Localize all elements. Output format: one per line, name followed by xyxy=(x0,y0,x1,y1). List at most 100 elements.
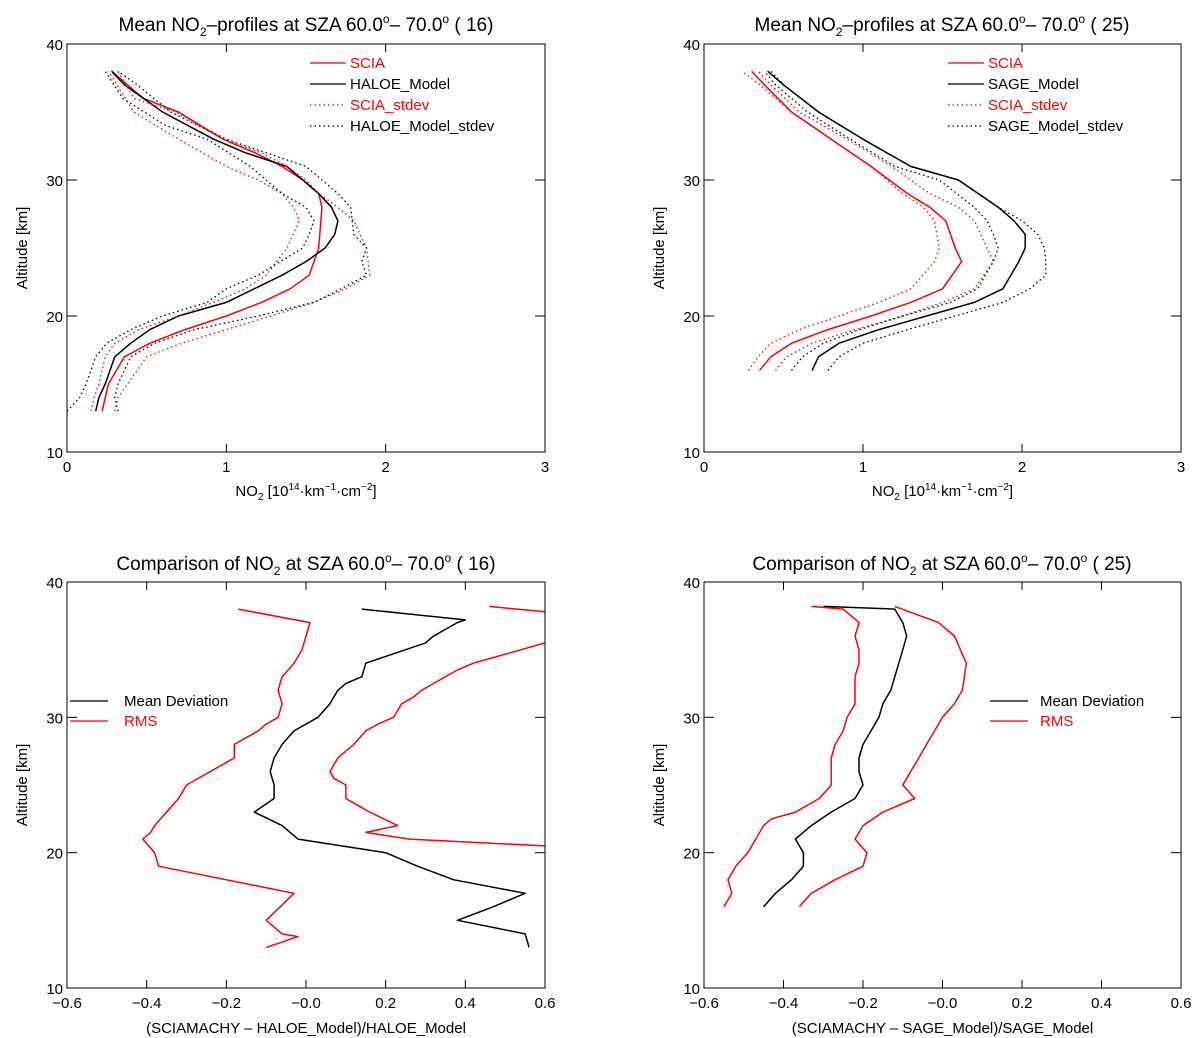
title-text: –profiles at SZA 60.0 xyxy=(207,15,383,36)
y-tick-label: 40 xyxy=(683,37,700,54)
series-line-haloe-model xyxy=(94,70,339,412)
x-tick-label: 1 xyxy=(859,459,867,476)
y-tick-label: 30 xyxy=(683,173,700,190)
series-group xyxy=(67,70,371,412)
x-label-text: NO xyxy=(235,483,258,500)
title-degree: o xyxy=(442,12,449,26)
title-text: – 70.0 xyxy=(390,15,443,36)
title-text: ( 25) xyxy=(1085,15,1129,36)
title-subscript: 2 xyxy=(200,25,207,39)
series-line-sage-model xyxy=(767,70,1026,371)
title-subscript: 2 xyxy=(274,564,281,578)
y-tick-label: 30 xyxy=(683,710,700,727)
legend-label: SCIA_stdev xyxy=(350,97,430,114)
legend-label: SCIA xyxy=(350,55,385,72)
legend-label: HALOE_Model_stdev xyxy=(350,118,495,135)
legend-label: SAGE_Model_stdev xyxy=(988,118,1124,135)
chart-title: Comparison of NO2 at SZA 60.0o– 70.0o ( … xyxy=(116,551,495,578)
x-tick-label: 1 xyxy=(222,459,230,476)
series-line-rms xyxy=(141,608,311,949)
x-label-text: [10 xyxy=(900,483,925,500)
chart-title: Mean NO2–profiles at SZA 60.0o– 70.0o ( … xyxy=(755,12,1130,39)
series-line-mean deviation xyxy=(763,605,908,908)
title-text: ( 25) xyxy=(1087,554,1131,575)
x-axis-label: (SCIAMACHY – SAGE_Model)/SAGE_Model xyxy=(792,1020,1094,1037)
series-group xyxy=(141,605,545,949)
series-line-scia-stdev xyxy=(90,70,301,412)
x-axis-label: NO2 [1014·km−1·cm−2] xyxy=(235,482,376,503)
plot-frame xyxy=(703,581,1182,989)
legend-label: Mean Deviation xyxy=(1040,693,1144,710)
x-label-text: ] xyxy=(372,483,376,500)
y-tick-label: 10 xyxy=(46,445,63,462)
chart-panel-3: −0.6 −0.4 −0.2 −0.0 0.2 0.4 0.6 10 20 30 40 Compari… xyxy=(14,551,555,1037)
series-line-rms xyxy=(489,605,545,613)
x-tick-label: −0.6 xyxy=(689,995,719,1012)
x-axis-label: (SCIAMACHY – HALOE_Model)/HALOE_Model xyxy=(146,1020,466,1037)
series-line-sage-model-stdev xyxy=(763,70,999,371)
legend-label: SCIA xyxy=(988,55,1023,72)
title-text: Mean NO xyxy=(119,15,200,36)
x-tick-label: −0.2 xyxy=(212,995,242,1012)
x-label-text: NO xyxy=(872,483,895,500)
x-tick-label: −0.6 xyxy=(52,995,82,1012)
x-label-superscript: −2 xyxy=(361,482,373,493)
chart-panel-4: −0.6 −0.4 −0.2 −0.0 0.2 0.4 0.6 10 20 30 40 Compari… xyxy=(651,551,1191,1037)
x-label-text: [10 xyxy=(263,483,288,500)
title-subscript: 2 xyxy=(836,25,843,39)
title-degree: o xyxy=(383,12,390,26)
y-tick-label: 20 xyxy=(46,309,63,326)
title-degree: o xyxy=(1019,12,1026,26)
legend-label: RMS xyxy=(1040,713,1073,730)
y-axis-label: Altitude [km] xyxy=(14,744,31,827)
legend-label: RMS xyxy=(124,713,157,730)
x-axis-label: NO2 [1014·km−1·cm−2] xyxy=(872,482,1013,503)
title-text: Mean NO xyxy=(755,15,836,36)
plot-frame xyxy=(66,43,546,453)
legend-label: HALOE_Model xyxy=(350,76,450,93)
y-axis-label: Altitude [km] xyxy=(651,207,668,290)
title-text: –profiles at SZA 60.0 xyxy=(843,15,1019,36)
series-line-sage-model-stdev xyxy=(770,70,1047,371)
series-line-rms xyxy=(798,605,968,908)
title-text: – 70.0 xyxy=(392,554,445,575)
y-tick-label: 20 xyxy=(683,309,700,326)
x-tick-label: 0.4 xyxy=(1091,995,1112,1012)
legend-label: SCIA_stdev xyxy=(988,97,1068,114)
title-text: ( 16) xyxy=(449,15,493,36)
x-tick-label: 0.6 xyxy=(535,995,556,1012)
y-tick-label: 40 xyxy=(46,575,63,592)
x-tick-label: 0.6 xyxy=(1171,995,1192,1012)
x-label-text: ] xyxy=(1009,483,1013,500)
x-tick-label: −0.0 xyxy=(291,995,321,1012)
title-text: – 70.0 xyxy=(1028,554,1081,575)
y-tick-label: 40 xyxy=(683,575,700,592)
title-degree: o xyxy=(385,551,392,565)
plot-frame xyxy=(66,581,546,989)
x-tick-label: 0.2 xyxy=(375,995,396,1012)
y-axis-label: Altitude [km] xyxy=(651,744,668,827)
series-group xyxy=(741,70,1047,371)
title-degree: o xyxy=(445,551,452,565)
x-label-superscript: −2 xyxy=(998,482,1010,493)
title-degree: o xyxy=(1078,12,1085,26)
y-tick-label: 20 xyxy=(683,846,700,863)
x-label-superscript: −1 xyxy=(325,482,337,493)
x-label-superscript: −1 xyxy=(961,482,973,493)
series-line-rms xyxy=(723,605,860,908)
title-text: at SZA 60.0 xyxy=(280,554,385,575)
series-line-scia xyxy=(101,70,323,412)
series-line-mean deviation xyxy=(253,608,530,948)
x-tick-label: −0.0 xyxy=(928,995,958,1012)
x-tick-label: 2 xyxy=(381,459,389,476)
y-tick-label: 40 xyxy=(46,37,63,54)
legend-label: SAGE_Model xyxy=(988,76,1079,93)
title-text: at SZA 60.0 xyxy=(916,554,1021,575)
series-line-scia-stdev xyxy=(757,70,995,371)
title-text: – 70.0 xyxy=(1026,15,1079,36)
title-text: Comparison of NO xyxy=(752,554,909,575)
x-label-text: (SCIAMACHY – SAGE_Model)/SAGE_Model xyxy=(792,1020,1094,1037)
